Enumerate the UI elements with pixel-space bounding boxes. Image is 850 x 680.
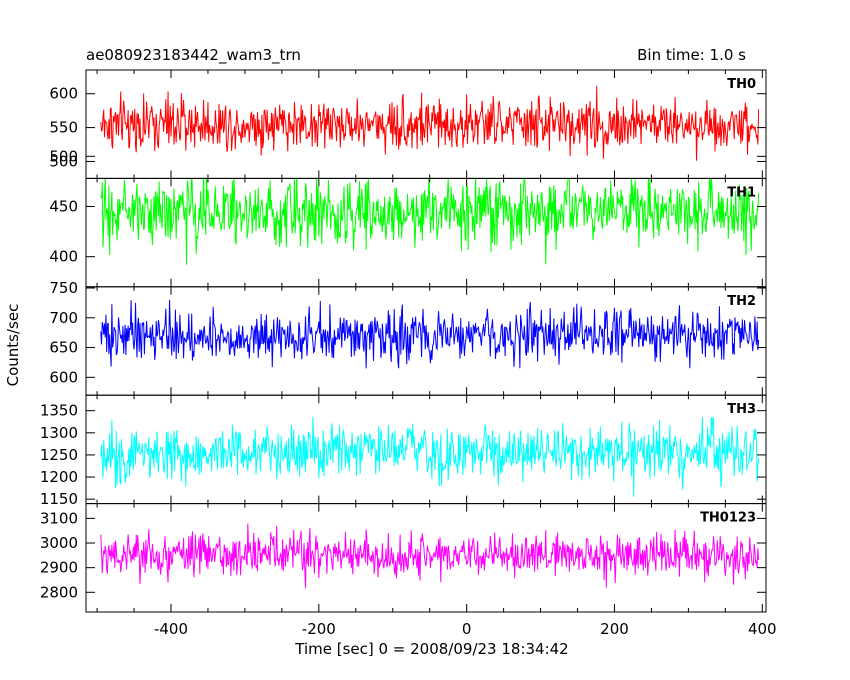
y-tick-label: 500: [49, 147, 78, 165]
y-tick-label: 2900: [40, 559, 78, 577]
y-tick-label: 1150: [40, 490, 78, 508]
y-tick-label: 3000: [40, 534, 78, 552]
panel-label-th0: TH0: [727, 77, 756, 92]
x-axis-ticks: -400 -200 0 200 400: [154, 620, 777, 638]
y-tick-label: 1350: [40, 402, 78, 420]
panel-th2: 600 650 700 750 TH2: [49, 279, 767, 396]
panel-frame: [85, 503, 767, 613]
series-line-th0123: [100, 523, 760, 589]
panels-group: 500 550 600 TH0 400 450 500 TH1 600 650 700 750 TH2 1…: [40, 69, 767, 613]
y-tick-label: 600: [49, 85, 78, 103]
series-line-th3: [100, 416, 760, 498]
chart-title: ae080923183442_wam3_trn: [86, 46, 301, 65]
y-tick-label: 450: [49, 198, 78, 216]
series-line-th2: [100, 299, 760, 369]
panel-frame: [85, 69, 767, 179]
y-tick-label: 1200: [40, 468, 78, 486]
series-line-th1: [100, 178, 760, 265]
x-tick-label: 0: [462, 620, 472, 638]
panel-th0123: 2800 2900 3000 3100 TH0123: [40, 503, 767, 613]
y-axis-label: Counts/sec: [4, 304, 22, 387]
x-axis-label: Time [sec] 0 = 2008/09/23 18:34:42: [294, 640, 568, 658]
bin-time-label: Bin time: 1.0 s: [637, 46, 746, 64]
panel-label-th3: TH3: [727, 402, 756, 417]
y-tick-label: 700: [49, 309, 78, 327]
panel-th0: 500 550 600 TH0: [49, 69, 767, 179]
x-tick-label: -200: [302, 620, 336, 638]
y-tick-label: 500: [49, 152, 78, 170]
y-tick-label: 600: [49, 368, 78, 386]
y-tick-label: 3100: [40, 509, 78, 527]
panel-label-th2: TH2: [727, 294, 756, 309]
panel-th3: 1150 1200 1250 1300 1350 TH3: [40, 394, 767, 508]
x-tick-label: 200: [600, 620, 629, 638]
series-line-th0: [100, 85, 760, 161]
x-tick-label: -400: [154, 620, 188, 638]
panel-frame: [85, 177, 767, 288]
x-tick-label: 400: [748, 620, 777, 638]
y-tick-label: 1250: [40, 446, 78, 464]
y-tick-label: 750: [49, 279, 78, 297]
y-tick-label: 400: [49, 248, 78, 266]
y-tick-label: 550: [49, 119, 78, 137]
panel-label-th1: TH1: [727, 185, 756, 200]
panel-label-th0123: TH0123: [700, 511, 756, 526]
y-tick-label: 1300: [40, 424, 78, 442]
y-tick-label: 2800: [40, 583, 78, 601]
panel-th1: 400 450 500 TH1: [49, 147, 767, 288]
y-tick-label: 650: [49, 339, 78, 357]
